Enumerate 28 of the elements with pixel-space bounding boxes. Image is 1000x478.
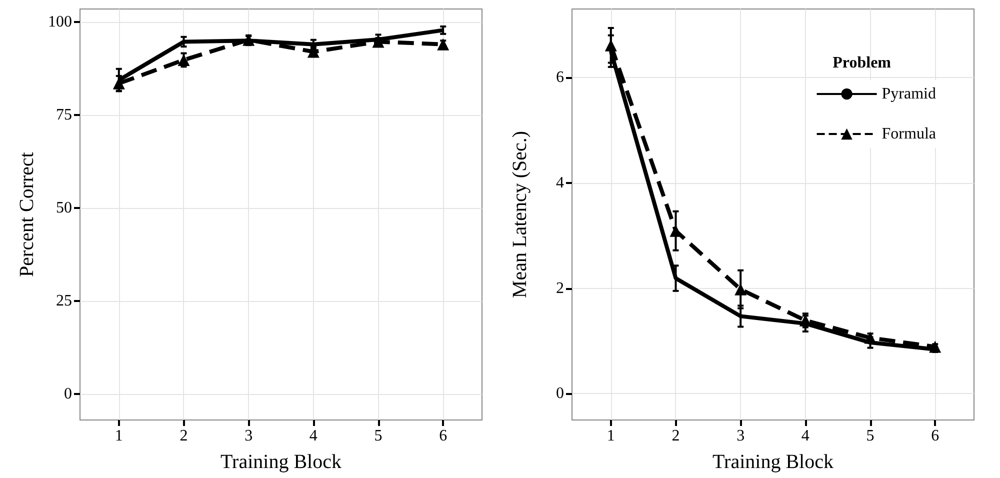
y-tick-label: 4 [556,174,564,192]
legend-title: Problem [832,54,892,72]
legend-label: Pyramid [882,86,936,102]
x-tick-label: 3 [244,428,253,444]
y-tick-label: 75 [56,106,72,124]
y-tick-label: 2 [556,280,564,297]
y-tick-label: 0 [556,385,564,402]
y-tick-label: 25 [56,292,72,310]
y-tick-label: 6 [556,69,564,86]
x-tick-label: 2 [180,428,188,444]
x-tick-label: 4 [801,428,810,444]
x-axis-title: Training Block [220,451,342,473]
x-tick-label: 1 [114,428,123,444]
legend-label: Formula [882,126,936,142]
y-tick-label: 0 [64,385,72,402]
x-tick-label: 6 [931,428,940,444]
y-tick-label: 50 [56,199,72,216]
x-tick-label: 4 [309,428,318,444]
y-axis-title: Mean Latency (Sec.) [509,130,531,298]
x-tick-label: 5 [374,428,382,444]
y-axis-title: Percent Correct [16,152,38,277]
x-tick-label: 5 [866,428,874,444]
x-tick-label: 2 [672,428,680,444]
x-tick-label: 1 [606,428,615,444]
x-tick-label: 6 [439,428,448,444]
x-axis-title: Training Block [712,451,834,473]
y-tick-label: 100 [48,14,72,31]
x-tick-label: 3 [736,428,745,444]
